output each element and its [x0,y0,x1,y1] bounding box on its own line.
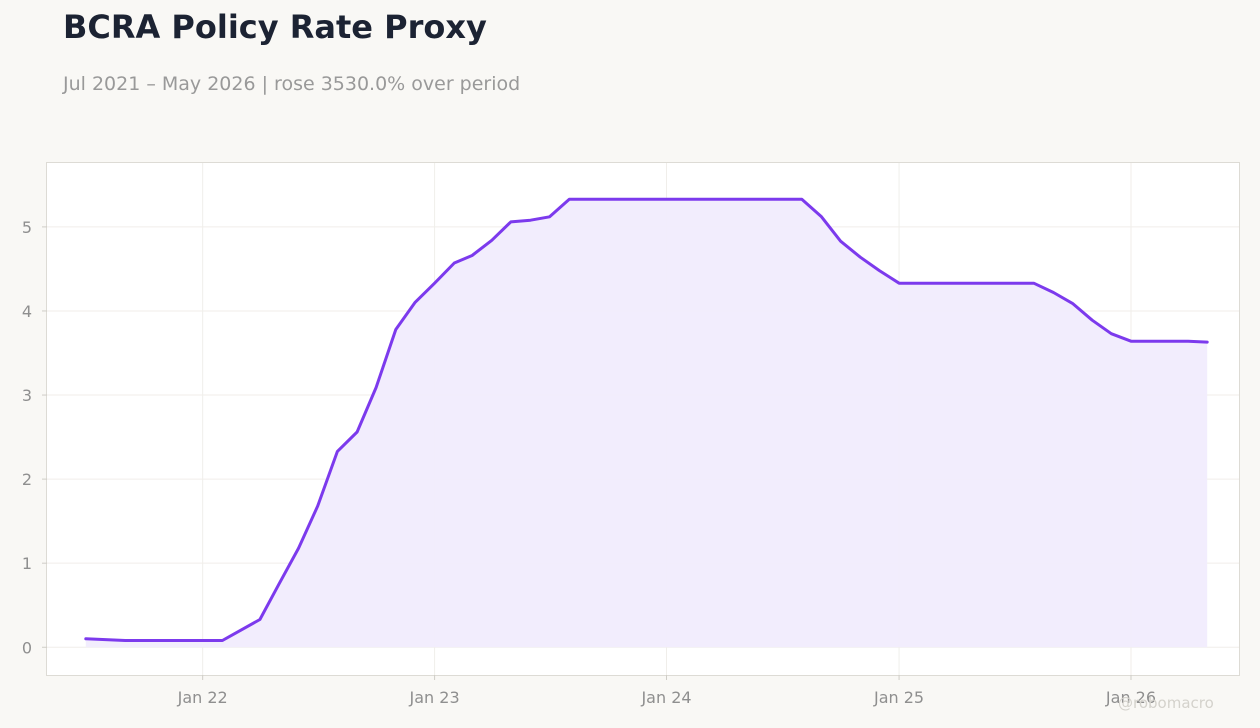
data-point [221,639,224,642]
data-point [1110,332,1113,335]
data-point [124,639,127,642]
data-point [413,301,416,304]
data-point [143,639,146,642]
y-tick-label: 3 [22,386,32,405]
data-point [201,639,204,642]
data-point [84,637,87,640]
data-point [665,198,668,201]
data-point [433,282,436,285]
y-tick-label: 4 [22,302,32,321]
data-point [1052,291,1055,294]
data-point [529,219,532,222]
y-axis-ticks: 0 1 2 3 4 5 [22,218,47,657]
data-point [568,198,571,201]
data-point [1187,340,1190,343]
area-fill [85,199,1208,648]
data-point [297,547,300,550]
data-point [375,386,378,389]
y-tick-label: 0 [22,638,32,657]
x-tick-label: Jan 22 [177,688,228,707]
data-point [548,215,551,218]
x-tick-label: Jan 25 [873,688,924,707]
data-point [1206,341,1209,344]
data-point [859,256,862,259]
data-point [394,328,397,331]
data-point [509,220,512,223]
data-point [1129,340,1132,343]
data-point [820,215,823,218]
data-point [800,198,803,201]
watermark: @robomacro [1118,694,1214,712]
data-point [181,639,184,642]
data-point [258,618,261,621]
data-point [898,282,901,285]
data-point [316,505,319,508]
data-point [1071,302,1074,305]
data-point [471,254,474,257]
x-tick-label: Jan 23 [409,688,460,707]
series-line [84,197,1209,642]
data-point [1091,319,1094,322]
y-tick-label: 5 [22,218,32,237]
x-axis-ticks: Jan 22 Jan 23 Jan 24 Jan 25 Jan 26 [177,675,1156,707]
chart-subtitle: Jul 2021 – May 2026 | rose 3530.0% over … [63,73,521,95]
data-point [1032,282,1035,285]
data-point [878,269,881,272]
data-point [277,583,280,586]
y-tick-label: 2 [22,470,32,489]
x-tick-label: Jan 26 [1105,688,1156,707]
data-point [839,240,842,243]
y-tick-label: 1 [22,554,32,573]
x-tick-label: Jan 24 [640,688,691,707]
data-point [490,239,493,242]
data-point [356,431,359,434]
data-point [336,450,339,453]
data-point [453,262,456,265]
data-point [162,639,165,642]
chart-title: BCRA Policy Rate Proxy [63,8,487,46]
